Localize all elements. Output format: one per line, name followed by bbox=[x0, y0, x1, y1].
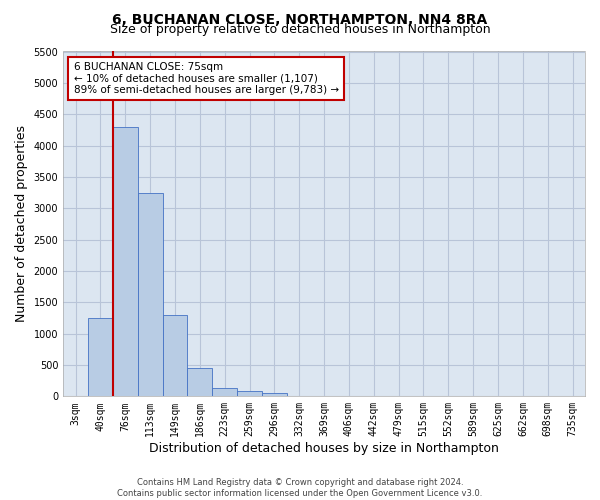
Bar bbox=[163, 315, 187, 396]
Y-axis label: Number of detached properties: Number of detached properties bbox=[15, 126, 28, 322]
Bar bbox=[237, 390, 262, 396]
Bar bbox=[187, 368, 212, 396]
Bar bbox=[113, 126, 138, 396]
Bar bbox=[262, 392, 287, 396]
Text: Contains HM Land Registry data © Crown copyright and database right 2024.
Contai: Contains HM Land Registry data © Crown c… bbox=[118, 478, 482, 498]
Text: 6, BUCHANAN CLOSE, NORTHAMPTON, NN4 8RA: 6, BUCHANAN CLOSE, NORTHAMPTON, NN4 8RA bbox=[112, 12, 488, 26]
Bar bbox=[212, 388, 237, 396]
Bar bbox=[138, 192, 163, 396]
X-axis label: Distribution of detached houses by size in Northampton: Distribution of detached houses by size … bbox=[149, 442, 499, 455]
Text: Size of property relative to detached houses in Northampton: Size of property relative to detached ho… bbox=[110, 22, 490, 36]
Bar bbox=[88, 318, 113, 396]
Text: 6 BUCHANAN CLOSE: 75sqm
← 10% of detached houses are smaller (1,107)
89% of semi: 6 BUCHANAN CLOSE: 75sqm ← 10% of detache… bbox=[74, 62, 339, 95]
